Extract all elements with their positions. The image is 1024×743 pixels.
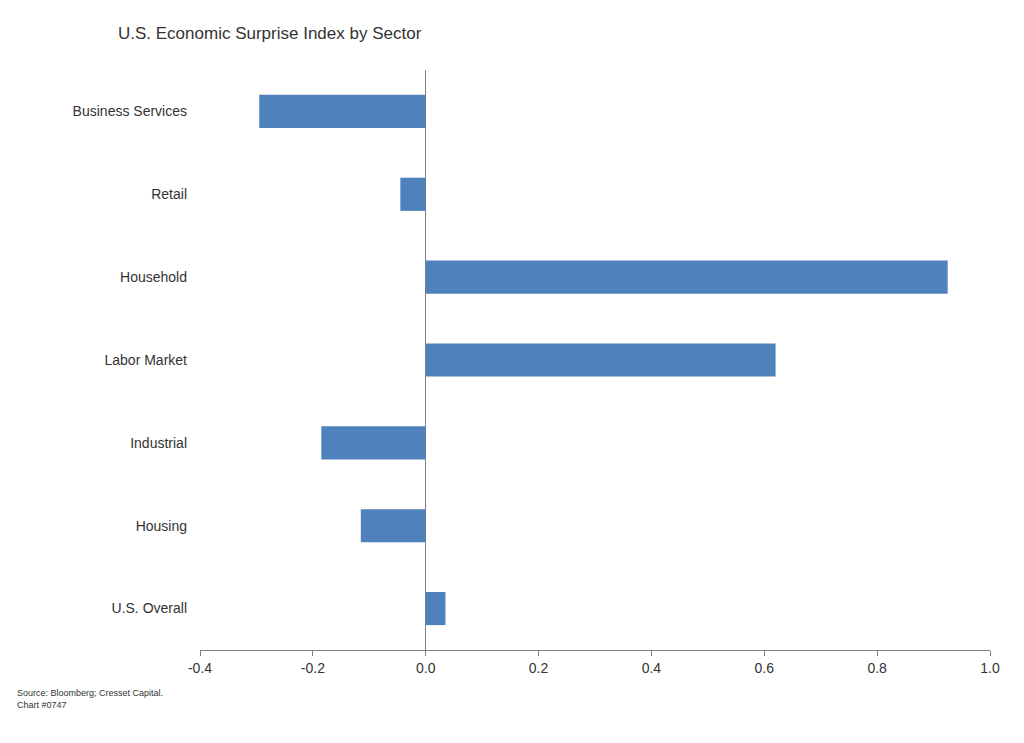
svg-text:Business Services: Business Services (73, 103, 187, 119)
svg-text:0.0: 0.0 (416, 660, 436, 676)
svg-text:Chart #0747: Chart #0747 (17, 700, 67, 710)
svg-text:-0.4: -0.4 (188, 660, 212, 676)
svg-text:0.6: 0.6 (755, 660, 775, 676)
svg-text:Labor Market: Labor Market (105, 352, 188, 368)
svg-text:U.S. Overall: U.S. Overall (112, 600, 187, 616)
svg-text:Housing: Housing (136, 518, 187, 534)
svg-text:Retail: Retail (151, 186, 187, 202)
svg-text:0.8: 0.8 (867, 660, 887, 676)
svg-text:-0.2: -0.2 (301, 660, 325, 676)
svg-text:0.2: 0.2 (529, 660, 549, 676)
svg-text:U.S. Economic Surprise Index b: U.S. Economic Surprise Index by Sector (118, 24, 422, 43)
svg-text:Industrial: Industrial (130, 435, 187, 451)
svg-text:1.0: 1.0 (980, 660, 1000, 676)
svg-text:Source: Bloomberg; Cresset Cap: Source: Bloomberg; Cresset Capital. (17, 688, 163, 698)
svg-text:Household: Household (120, 269, 187, 285)
svg-text:0.4: 0.4 (642, 660, 662, 676)
